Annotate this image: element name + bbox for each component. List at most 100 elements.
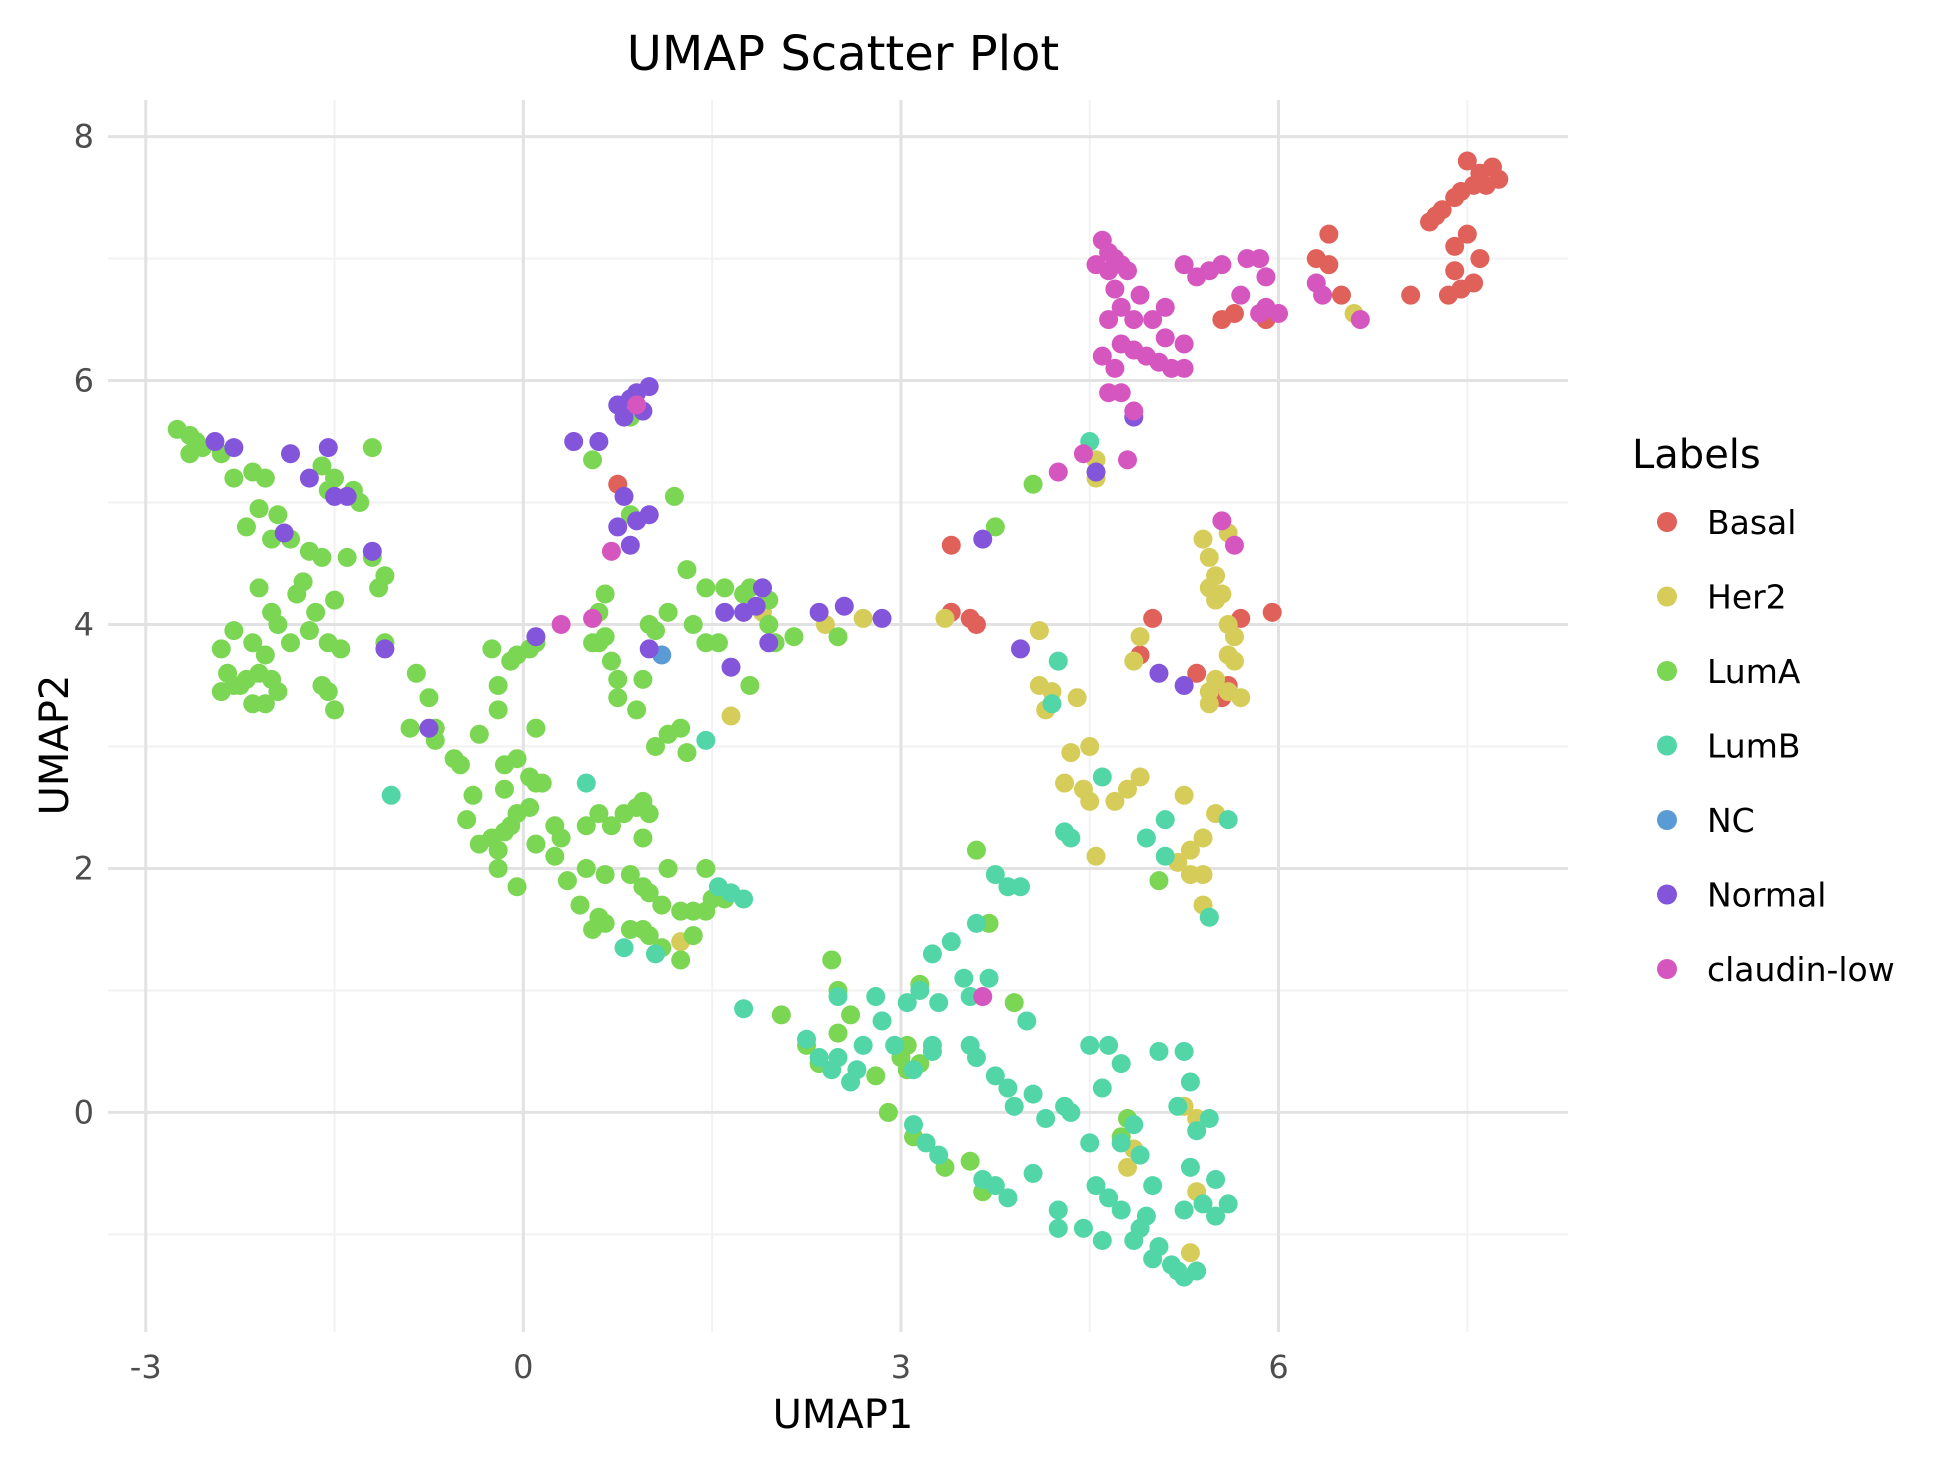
point-luma [243,694,263,714]
point-her2 [721,706,741,726]
point-lumb [966,1048,986,1068]
point-luma [230,676,250,696]
x-tick-label: 6 [1268,1348,1288,1386]
point-her2 [1080,736,1100,756]
point-normal [752,578,772,598]
point-claudin-low [1092,346,1112,366]
point-her2 [1029,621,1049,641]
point-lumb [1080,1133,1100,1153]
point-her2 [1231,688,1251,708]
point-luma [488,840,508,860]
y-axis-title: UMAP2 [32,675,78,816]
point-luma [450,755,470,775]
point-lumb [1004,1096,1024,1116]
point-normal [1086,462,1106,482]
point-luma [966,840,986,860]
point-luma [255,645,275,665]
point-luma [595,865,615,885]
point-her2 [1130,627,1150,647]
point-luma [482,639,502,659]
point-lumb [954,968,974,988]
point-luma [696,858,716,878]
point-her2 [1124,651,1144,671]
point-lumb [1048,1200,1068,1220]
point-luma [545,846,565,866]
legend-marker-lumb [1657,735,1677,756]
legend-label-normal: Normal [1707,876,1826,915]
point-lumb [910,980,930,1000]
point-normal [375,639,395,659]
legend-label-lumb: LumB [1707,727,1801,766]
point-claudin-low [1212,255,1232,275]
point-luma [281,633,300,653]
point-normal [1174,676,1194,696]
point-lumb [1206,1206,1226,1226]
point-normal [1149,663,1169,683]
point-basal [1470,249,1490,269]
legend-title: Labels [1632,432,1761,478]
point-lumb [985,865,1005,885]
legend-label-basal: Basal [1707,503,1796,542]
point-luma [601,816,621,836]
point-luma [985,517,1005,537]
point-lumb [1092,767,1112,787]
point-her2 [1180,840,1200,860]
point-lumb [1180,1157,1200,1177]
point-lumb [734,889,754,909]
y-tick-label: 0 [74,1093,94,1131]
point-lumb [1187,1121,1207,1141]
point-claudin-low [1174,255,1194,275]
point-luma [589,804,609,824]
point-normal [299,468,319,488]
minor-gridlines [108,100,1568,1332]
point-basal [1464,273,1484,293]
point-lumb [1218,1194,1238,1214]
point-claudin-low [1130,285,1150,305]
point-normal [205,432,225,452]
point-lumb [1174,1200,1194,1220]
point-luma [551,828,571,848]
point-luma [400,718,420,738]
point-lumb [1218,810,1238,830]
point-normal [715,602,735,622]
point-basal [1457,151,1477,171]
point-luma [406,663,426,683]
point-luma [255,468,275,488]
point-luma [457,810,477,830]
point-her2 [1193,828,1213,848]
point-basal [1489,169,1509,189]
point-basal [1331,285,1351,305]
point-normal [1011,639,1030,659]
point-luma [639,804,659,824]
legend-label-her2: Her2 [1707,578,1787,617]
point-luma [576,858,596,878]
point-luma [211,682,231,702]
chart-title: UMAP Scatter Plot [627,26,1060,82]
point-claudin-low [1073,444,1093,464]
point-luma [494,779,514,799]
point-lumb [1180,1072,1200,1092]
point-her2 [1067,688,1087,708]
point-lumb [1099,1188,1119,1208]
point-claudin-low [1099,310,1119,330]
point-her2 [1174,785,1194,805]
point-luma [532,773,552,793]
point-normal [318,438,338,458]
point-luma [463,785,483,805]
point-luma [1149,871,1169,891]
point-luma [595,584,615,604]
point-luma [658,602,678,622]
point-normal [872,608,892,628]
point-lumb [614,938,634,958]
point-her2 [1224,627,1244,647]
point-normal [759,633,779,653]
point-normal [639,505,659,525]
point-basal [1262,602,1282,622]
point-lumb [1023,1163,1043,1183]
point-her2 [1224,651,1244,671]
point-luma [249,578,269,598]
point-lumb [1036,1109,1056,1129]
point-luma [639,883,659,903]
point-claudin-low [1212,511,1232,531]
